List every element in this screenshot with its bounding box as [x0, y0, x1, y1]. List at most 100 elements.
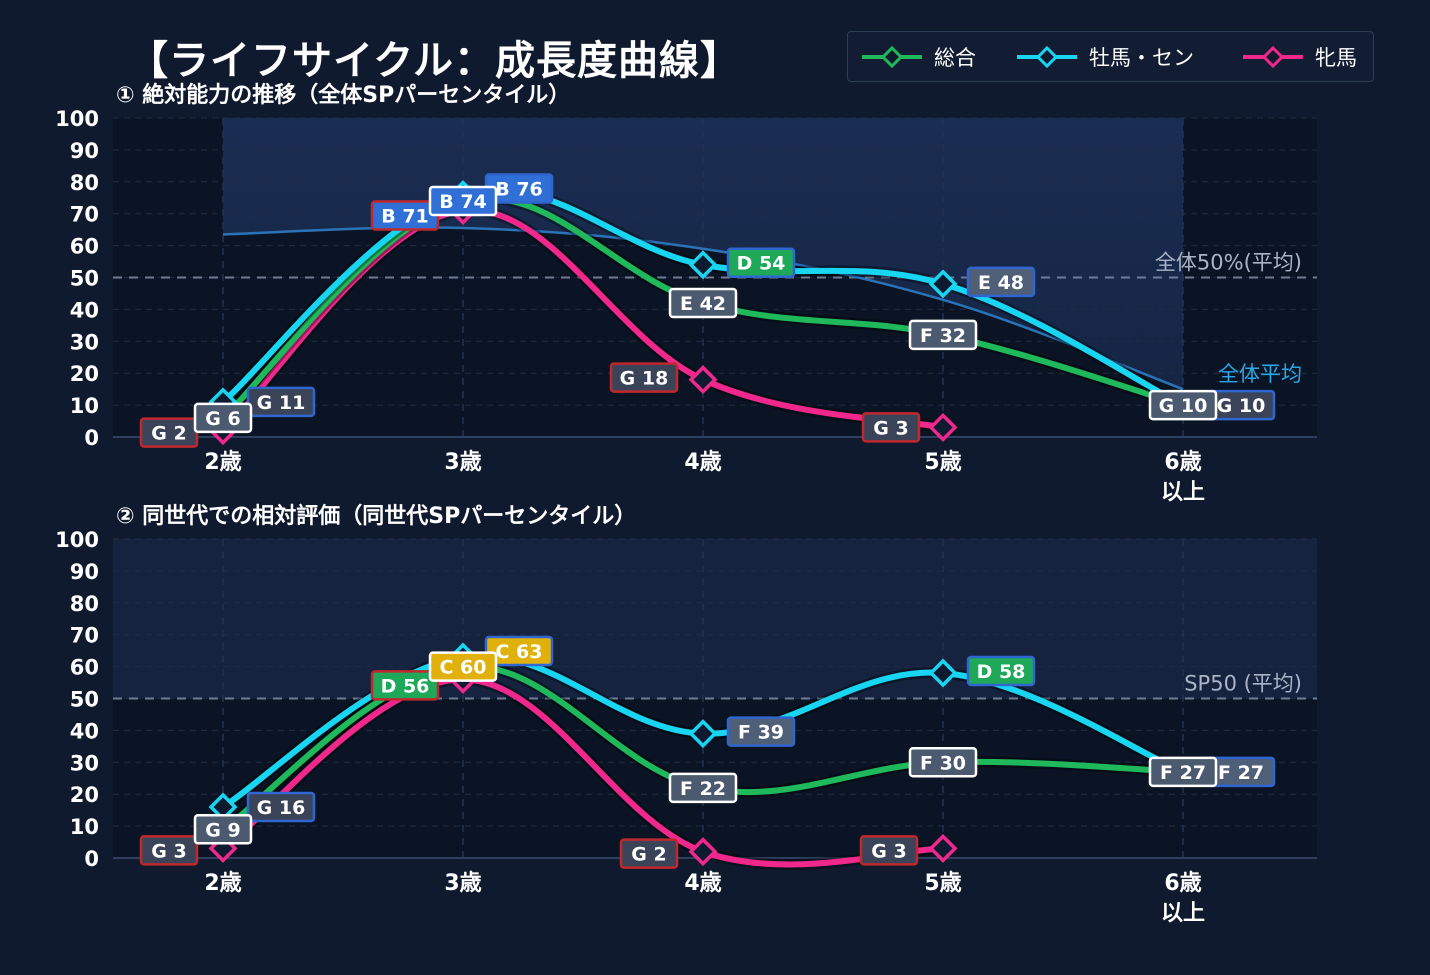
legend-line-diamond-icon: [1243, 45, 1303, 68]
y-tick-label: 10: [70, 394, 99, 418]
y-tick-label: 90: [70, 560, 99, 584]
data-label: F 27: [1218, 762, 1264, 784]
y-tick-label: 70: [70, 624, 99, 648]
y-tick-label: 40: [70, 298, 99, 322]
data-label-badge: [1148, 756, 1218, 788]
data-label: G 9: [205, 819, 240, 841]
y-tick-label: 20: [70, 783, 99, 807]
data-point: [688, 837, 718, 867]
legend-label: 牝馬: [1315, 45, 1357, 70]
data-label-badge: [484, 635, 554, 667]
y-tick-label: 30: [70, 751, 99, 775]
data-label: F 22: [680, 778, 726, 800]
y-tick-label: 30: [70, 330, 99, 354]
y-tick-label: 0: [84, 426, 99, 450]
x-tick-label: 4歳: [684, 871, 721, 896]
series-line-2: [220, 207, 946, 434]
y-tick-label: 20: [70, 362, 99, 386]
data-label: F 39: [738, 722, 784, 744]
data-label-badge: [609, 362, 679, 393]
data-label: G 2: [631, 844, 666, 866]
y-tick-label: 50: [70, 267, 99, 291]
y-tick-label: 10: [70, 815, 99, 839]
x-tick-label: 以上: [1161, 901, 1205, 926]
x-tick-label: 3歳: [444, 871, 481, 896]
y-tick-label: 100: [55, 107, 99, 131]
data-point: [928, 833, 958, 863]
data-point: [928, 658, 958, 688]
x-tick-label: 5歳: [924, 871, 961, 896]
data-label-badge: [370, 670, 440, 701]
data-label-badge: [668, 287, 738, 319]
data-label-badge: [726, 247, 796, 278]
data-point: [928, 269, 958, 299]
data-label: C 60: [440, 657, 487, 679]
data-label: F 32: [920, 325, 966, 347]
x-tick-label: 3歳: [444, 450, 481, 475]
data-label-badge: [908, 319, 978, 351]
data-label: F 30: [920, 752, 966, 774]
y-tick-label: 60: [70, 656, 99, 680]
x-tick-label: 2歳: [204, 871, 241, 896]
series-line-2: [220, 676, 946, 868]
y-tick-label: 60: [70, 235, 99, 259]
data-label: F 27: [1160, 762, 1206, 784]
data-label-badge: [668, 772, 738, 804]
legend-item-colt: 牡馬・セン: [1015, 32, 1194, 81]
reference-line-label: 全体50%(平均): [1155, 251, 1302, 275]
legend-label: 牡馬・セン: [1089, 45, 1194, 70]
x-tick-label: 4歳: [684, 450, 721, 475]
x-tick-label: 以上: [1161, 480, 1205, 505]
x-tick-label: 5歳: [924, 450, 961, 475]
data-label: B 71: [381, 206, 429, 228]
data-label-badge: [908, 747, 978, 778]
data-label-badge: [861, 412, 921, 443]
data-label: G 2: [151, 423, 186, 445]
y-tick-label: 70: [70, 203, 99, 227]
data-label: G 3: [151, 840, 186, 862]
data-label: G 10: [1217, 395, 1266, 417]
data-label: G 10: [1159, 395, 1208, 417]
y-tick-label: 100: [55, 528, 99, 552]
data-label-badge: [246, 386, 316, 418]
data-label-badge: [193, 402, 253, 434]
y-tick-label: 80: [70, 592, 99, 616]
data-point: [688, 365, 718, 395]
y-tick-label: 90: [70, 139, 99, 163]
page-title: 【ライフサイクル：成長度曲線】: [128, 38, 741, 84]
data-point: [688, 250, 718, 280]
data-label-badge: [1148, 389, 1218, 421]
x-tick-label: 2歳: [204, 450, 241, 475]
legend: 総合 牡馬・セン 牝馬: [847, 31, 1374, 82]
legend-line-diamond-icon: [1017, 45, 1077, 68]
data-label: E 48: [978, 272, 1024, 294]
legend-item-total: 総合: [860, 32, 976, 81]
data-label: G 16: [257, 797, 306, 819]
average-curve-label: 全体平均: [1218, 362, 1302, 386]
legend-label: 総合: [934, 45, 976, 70]
data-label-badge: [619, 838, 679, 869]
data-label: C 63: [496, 641, 543, 663]
above-average-band: [113, 539, 1317, 699]
data-label: D 54: [737, 253, 786, 275]
data-point: [928, 412, 958, 442]
reference-line-label: SP50 (平均): [1184, 672, 1302, 696]
data-label: G 11: [257, 392, 306, 414]
y-tick-label: 80: [70, 171, 99, 195]
data-label-badge: [966, 266, 1036, 298]
y-tick-label: 0: [84, 847, 99, 871]
panel-title: ② 同世代での相対評価（同世代SPパーセンタイル）: [116, 503, 636, 529]
data-label: D 56: [381, 675, 430, 697]
x-tick-label: 6歳: [1164, 450, 1201, 475]
data-label: B 74: [439, 191, 487, 213]
data-label: B 76: [495, 179, 543, 201]
legend-item-filly: 牝馬: [1241, 32, 1357, 81]
data-label-badge: [428, 651, 498, 682]
data-label-badge: [726, 716, 796, 747]
data-label-badge: [859, 835, 919, 866]
data-label-badge: [966, 655, 1036, 687]
data-label: G 18: [620, 368, 669, 390]
legend-line-diamond-icon: [862, 45, 922, 68]
